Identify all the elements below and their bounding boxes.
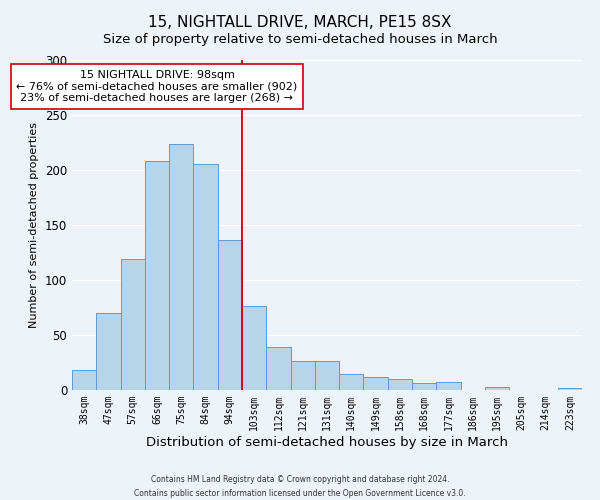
Bar <box>72 370 96 390</box>
Text: 15 NIGHTALL DRIVE: 98sqm
← 76% of semi-detached houses are smaller (902)
23% of : 15 NIGHTALL DRIVE: 98sqm ← 76% of semi-d… <box>16 70 298 103</box>
X-axis label: Distribution of semi-detached houses by size in March: Distribution of semi-detached houses by … <box>146 436 508 448</box>
Text: 15, NIGHTALL DRIVE, MARCH, PE15 8SX: 15, NIGHTALL DRIVE, MARCH, PE15 8SX <box>148 15 452 30</box>
Bar <box>315 362 339 390</box>
Bar <box>266 347 290 390</box>
Bar <box>169 144 193 390</box>
Bar <box>290 362 315 390</box>
Bar <box>193 164 218 390</box>
Bar <box>388 379 412 390</box>
Bar <box>242 306 266 390</box>
Bar <box>364 377 388 390</box>
Bar <box>485 386 509 390</box>
Bar <box>436 382 461 390</box>
Text: Contains HM Land Registry data © Crown copyright and database right 2024.
Contai: Contains HM Land Registry data © Crown c… <box>134 476 466 498</box>
Bar <box>558 388 582 390</box>
Bar <box>96 313 121 390</box>
Bar <box>218 240 242 390</box>
Y-axis label: Number of semi-detached properties: Number of semi-detached properties <box>29 122 40 328</box>
Bar <box>145 161 169 390</box>
Bar <box>412 384 436 390</box>
Text: Size of property relative to semi-detached houses in March: Size of property relative to semi-detach… <box>103 32 497 46</box>
Bar <box>339 374 364 390</box>
Bar <box>121 259 145 390</box>
